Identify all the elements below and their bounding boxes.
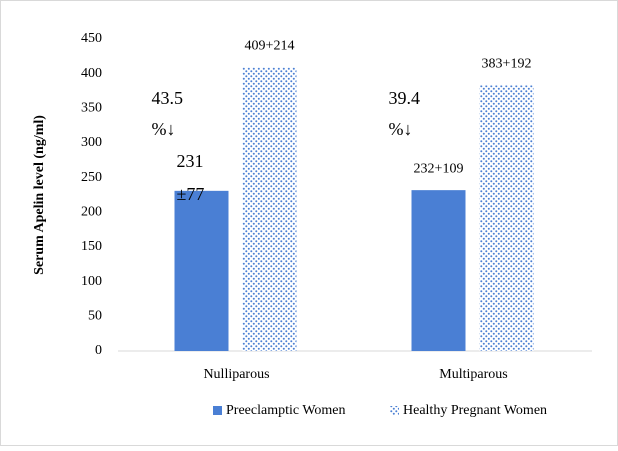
y-axis-title: Serum Apelin level (ng/ml) bbox=[32, 115, 47, 275]
x-tick-label: Multiparous bbox=[439, 367, 507, 382]
data-label: 232+109 bbox=[414, 161, 464, 176]
legend-label: Preeclamptic Women bbox=[226, 403, 346, 418]
y-tick-label: 100 bbox=[81, 274, 102, 289]
bar bbox=[479, 85, 534, 351]
bar bbox=[174, 190, 229, 351]
annotation: 43.5 %↓ bbox=[152, 88, 184, 139]
y-tick-label: 150 bbox=[81, 239, 102, 254]
bar bbox=[242, 67, 297, 351]
y-tick-label: 200 bbox=[81, 205, 102, 220]
legend-label: Healthy Pregnant Women bbox=[403, 403, 547, 418]
data-label: 383+192 bbox=[482, 57, 532, 72]
data-label: 231 ±77 bbox=[177, 151, 205, 204]
y-tick-label: 50 bbox=[88, 309, 102, 324]
y-tick-label: 400 bbox=[81, 66, 102, 81]
annotation: 39.4 %↓ bbox=[389, 88, 421, 139]
x-tick-label: Nulliparous bbox=[203, 367, 269, 382]
y-tick-label: 300 bbox=[81, 135, 102, 150]
legend-swatch bbox=[390, 406, 399, 415]
y-tick-label: 250 bbox=[81, 170, 102, 185]
y-tick-label: 350 bbox=[81, 101, 102, 116]
legend-swatch bbox=[213, 406, 222, 415]
bar bbox=[411, 190, 466, 351]
data-label: 409+214 bbox=[245, 39, 295, 54]
y-tick-label: 0 bbox=[95, 343, 102, 358]
y-tick-label: 450 bbox=[81, 31, 102, 46]
